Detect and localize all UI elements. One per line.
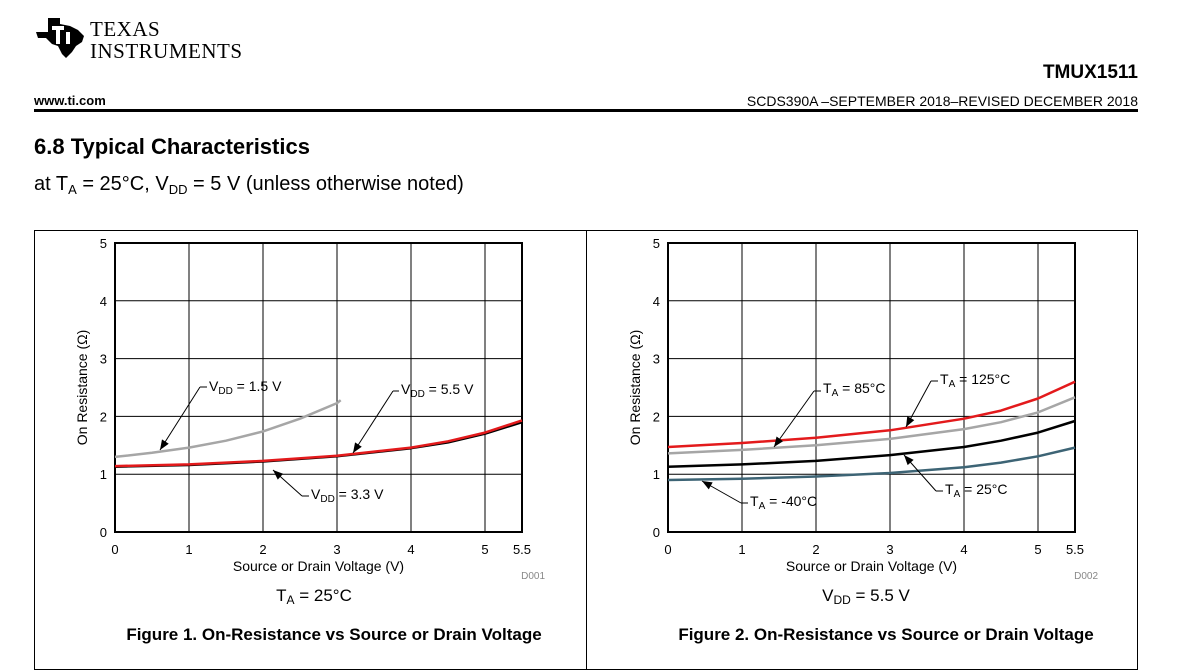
section-title: 6.8 Typical Characteristics: [34, 134, 310, 159]
callout-leader: [159, 386, 201, 451]
x-axis-label: Source or Drain Voltage (V): [786, 558, 957, 574]
x-tick-label: 4: [407, 542, 414, 557]
x-tick-label: 5.5: [513, 542, 531, 557]
ti-logo: TEXAS INSTRUMENTS: [34, 14, 244, 66]
callout-arrowhead: [160, 439, 169, 450]
x-tick-label: 0: [664, 542, 671, 557]
figure-divider: [586, 230, 587, 670]
x-tick-label: 0: [111, 542, 118, 557]
series-label: VDD = 3.3 V: [311, 486, 384, 505]
header-rule: [34, 109, 1138, 112]
y-tick-label: 3: [100, 352, 107, 367]
x-tick-label: 3: [886, 542, 893, 557]
chart-1: 0 1 2 3 4 5 5.5 0 1 2 3 4 5 Source or Drain Voltage (…: [74, 236, 545, 582]
y-tick-label: 5: [100, 236, 107, 251]
y-tick-label: 3: [653, 352, 660, 367]
y-tick-label: 1: [100, 467, 107, 482]
figure-1-caption: Figure 1. On-Resistance vs Source or Dra…: [126, 625, 542, 644]
plot-area-border: [667, 242, 1076, 533]
series-label: VDD = 1.5 V: [209, 378, 282, 397]
y-tick-label: 2: [653, 409, 660, 424]
x-tick-label: 1: [738, 542, 745, 557]
plot-area-border: [114, 242, 523, 533]
series-label: TA = -40°C: [750, 493, 817, 512]
series-label: TA = 125°C: [940, 371, 1010, 390]
section-subtitle: at TA = 25°C, VDD = 5 V (unless otherwis…: [34, 173, 464, 197]
y-tick-label: 1: [653, 467, 660, 482]
x-tick-label: 3: [333, 542, 340, 557]
charts-canvas: 0 1 2 3 4 5 5.5 0 1 2 3 4 5 Source or Drain Voltage (…: [74, 236, 1098, 582]
x-tick-label: 4: [960, 542, 967, 557]
callout-arrowhead: [904, 455, 914, 466]
x-tick-label: 2: [259, 542, 266, 557]
series-line: [667, 396, 1076, 455]
y-tick-label: 5: [653, 236, 660, 251]
series-label: VDD = 5.5 V: [401, 381, 474, 400]
series-line: [667, 446, 1076, 482]
x-tick-label: 1: [185, 542, 192, 557]
x-tick-label: 5: [481, 542, 488, 557]
figure-code: D001: [521, 571, 545, 582]
callout-leader: [352, 390, 394, 454]
logo-line-2: INSTRUMENTS: [90, 39, 243, 63]
texas-state-icon: [36, 18, 84, 58]
x-tick-label: 5.5: [1066, 542, 1084, 557]
series-label: TA = 85°C: [823, 380, 885, 399]
y-axis-label: On Resistance (Ω): [74, 330, 90, 446]
series-line: [667, 419, 1076, 468]
y-tick-label: 0: [653, 525, 660, 540]
callout-arrowhead: [353, 442, 362, 453]
document-id: SCDS390A –SEPTEMBER 2018–REVISED DECEMBE…: [746, 93, 1138, 109]
website-link[interactable]: www.ti.com: [34, 93, 106, 108]
figure-1-condition: TA = 25°C: [276, 586, 352, 607]
figure-2-caption: Figure 2. On-Resistance vs Source or Dra…: [678, 625, 1094, 644]
series-line: [667, 380, 1076, 449]
series-line: [114, 421, 523, 468]
series-label: TA = 25°C: [945, 481, 1007, 500]
series-line: [114, 419, 523, 468]
callout-arrowhead: [774, 436, 784, 447]
y-tick-label: 4: [100, 294, 107, 309]
y-tick-label: 0: [100, 525, 107, 540]
x-tick-label: 2: [812, 542, 819, 557]
callout-leader: [773, 390, 815, 448]
y-tick-label: 2: [100, 409, 107, 424]
series-line: [114, 399, 342, 459]
x-axis-label: Source or Drain Voltage (V): [233, 558, 404, 574]
figure-2-condition: VDD = 5.5 V: [822, 586, 910, 607]
chart-2: 0 1 2 3 4 5 5.5 0 1 2 3 4 5 Source or Drain Voltage (…: [627, 236, 1098, 582]
callout-arrowhead: [273, 470, 284, 480]
y-axis-label: On Resistance (Ω): [627, 330, 643, 446]
part-number: TMUX1511: [1042, 62, 1138, 83]
callout-arrowhead: [702, 481, 713, 490]
y-tick-label: 4: [653, 294, 660, 309]
callout-arrowhead: [906, 416, 915, 427]
figure-code: D002: [1074, 571, 1098, 582]
x-tick-label: 5: [1034, 542, 1041, 557]
logo-line-1: TEXAS: [90, 17, 161, 41]
